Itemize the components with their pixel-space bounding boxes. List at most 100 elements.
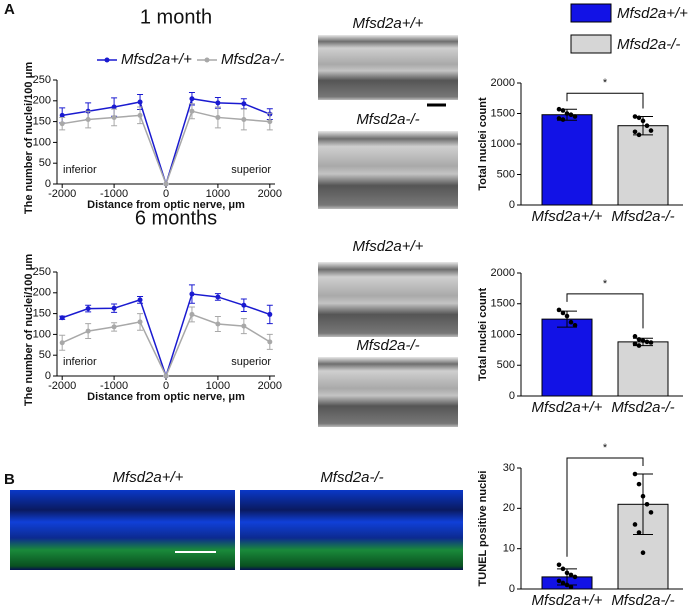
data-point xyxy=(644,123,650,128)
image-label: Mfsd2a-/- xyxy=(356,337,419,354)
data-point xyxy=(572,322,578,328)
y-tick-label: 0 xyxy=(45,370,51,382)
point xyxy=(189,108,195,114)
x-axis-label: Distance from optic nerve, μm xyxy=(87,199,245,211)
data-point xyxy=(556,562,562,568)
data-point xyxy=(640,550,646,555)
y-tick-label: 50 xyxy=(39,157,51,169)
data-point xyxy=(564,111,570,116)
y-tick-label: 200 xyxy=(33,287,51,299)
point xyxy=(85,306,91,312)
point xyxy=(267,119,273,125)
point xyxy=(111,305,117,311)
data-point xyxy=(636,343,642,348)
y-tick-label: 20 xyxy=(503,502,515,514)
image-label: Mfsd2a+/+ xyxy=(353,15,424,32)
data-point xyxy=(632,341,638,347)
data-point xyxy=(648,128,654,133)
data-point xyxy=(568,572,574,578)
legend-label: Mfsd2a-/- xyxy=(221,51,284,68)
y-axis-label: Total nuclei count xyxy=(477,288,489,382)
micrograph xyxy=(10,490,235,570)
data-point xyxy=(648,340,654,345)
data-point xyxy=(560,580,566,586)
point xyxy=(241,302,247,308)
x-tick-label: Mfsd2a-/- xyxy=(611,592,674,607)
legend-label: Mfsd2a+/+ xyxy=(617,5,688,22)
point xyxy=(215,100,221,106)
point xyxy=(137,112,143,118)
legend-swatch xyxy=(570,3,612,23)
bar xyxy=(541,318,593,397)
data-point xyxy=(564,570,570,576)
point xyxy=(267,311,273,317)
data-point xyxy=(568,319,574,325)
panel-label: B xyxy=(4,471,15,488)
data-point xyxy=(572,114,578,119)
bar xyxy=(617,125,669,206)
point xyxy=(215,321,221,327)
y-tick-label: 150 xyxy=(33,308,51,320)
data-point xyxy=(564,313,570,319)
data-point xyxy=(636,530,642,535)
point xyxy=(267,339,273,345)
data-point xyxy=(560,108,566,113)
data-point xyxy=(556,106,562,112)
y-tick-label: 0 xyxy=(509,583,515,595)
y-tick-label: 1500 xyxy=(491,107,515,119)
data-point xyxy=(636,337,642,342)
point xyxy=(215,114,221,120)
data-point xyxy=(640,338,646,343)
y-tick-label: 0 xyxy=(509,199,515,211)
point xyxy=(59,121,65,127)
x-tick-label: -2000 xyxy=(48,188,76,200)
data-point xyxy=(644,339,650,345)
y-tick-label: 30 xyxy=(503,462,515,474)
annotation: superior xyxy=(231,356,271,368)
image-label: Mfsd2a+/+ xyxy=(353,238,424,255)
significance-bracket xyxy=(566,293,644,329)
point xyxy=(111,104,117,110)
chart-title: 1 month xyxy=(140,6,212,28)
x-tick-label: Mfsd2a+/+ xyxy=(532,208,603,225)
data-point xyxy=(640,118,646,124)
y-tick-label: 2000 xyxy=(491,267,515,279)
significance-label: * xyxy=(603,77,608,89)
legend-swatch xyxy=(570,34,612,54)
point xyxy=(137,297,143,303)
x-tick-label: Mfsd2a-/- xyxy=(611,208,674,225)
data-point xyxy=(640,493,646,499)
point xyxy=(85,328,91,334)
point xyxy=(111,324,117,330)
y-axis-label: The number of nuclei/100 μm xyxy=(23,254,35,406)
y-tick-label: 250 xyxy=(33,266,51,278)
data-point xyxy=(568,584,574,590)
point xyxy=(137,99,143,105)
y-axis-label: The number of nuclei/100 μm xyxy=(23,62,35,214)
data-point xyxy=(644,502,650,507)
x-tick-label: 0 xyxy=(163,188,169,200)
y-tick-label: 500 xyxy=(497,359,515,371)
y-tick-label: 100 xyxy=(33,136,51,148)
point xyxy=(189,311,195,317)
data-point xyxy=(556,578,562,584)
significance-bracket xyxy=(566,92,644,109)
micrograph xyxy=(318,262,458,337)
point xyxy=(85,117,91,123)
point xyxy=(241,323,247,329)
y-tick-label: 500 xyxy=(497,168,515,180)
bar xyxy=(617,341,669,397)
panel-label: A xyxy=(4,1,15,18)
x-tick-label: Mfsd2a+/+ xyxy=(532,399,603,416)
y-tick-label: 0 xyxy=(509,390,515,402)
x-tick-label: -1000 xyxy=(100,380,128,392)
x-tick-label: -2000 xyxy=(48,380,76,392)
legend-label: Mfsd2a-/- xyxy=(617,36,680,53)
micrograph xyxy=(318,357,458,427)
point xyxy=(111,114,117,120)
point xyxy=(189,291,195,297)
y-tick-label: 10 xyxy=(503,543,515,555)
y-tick-label: 100 xyxy=(33,328,51,340)
x-tick-label: Mfsd2a-/- xyxy=(611,399,674,416)
